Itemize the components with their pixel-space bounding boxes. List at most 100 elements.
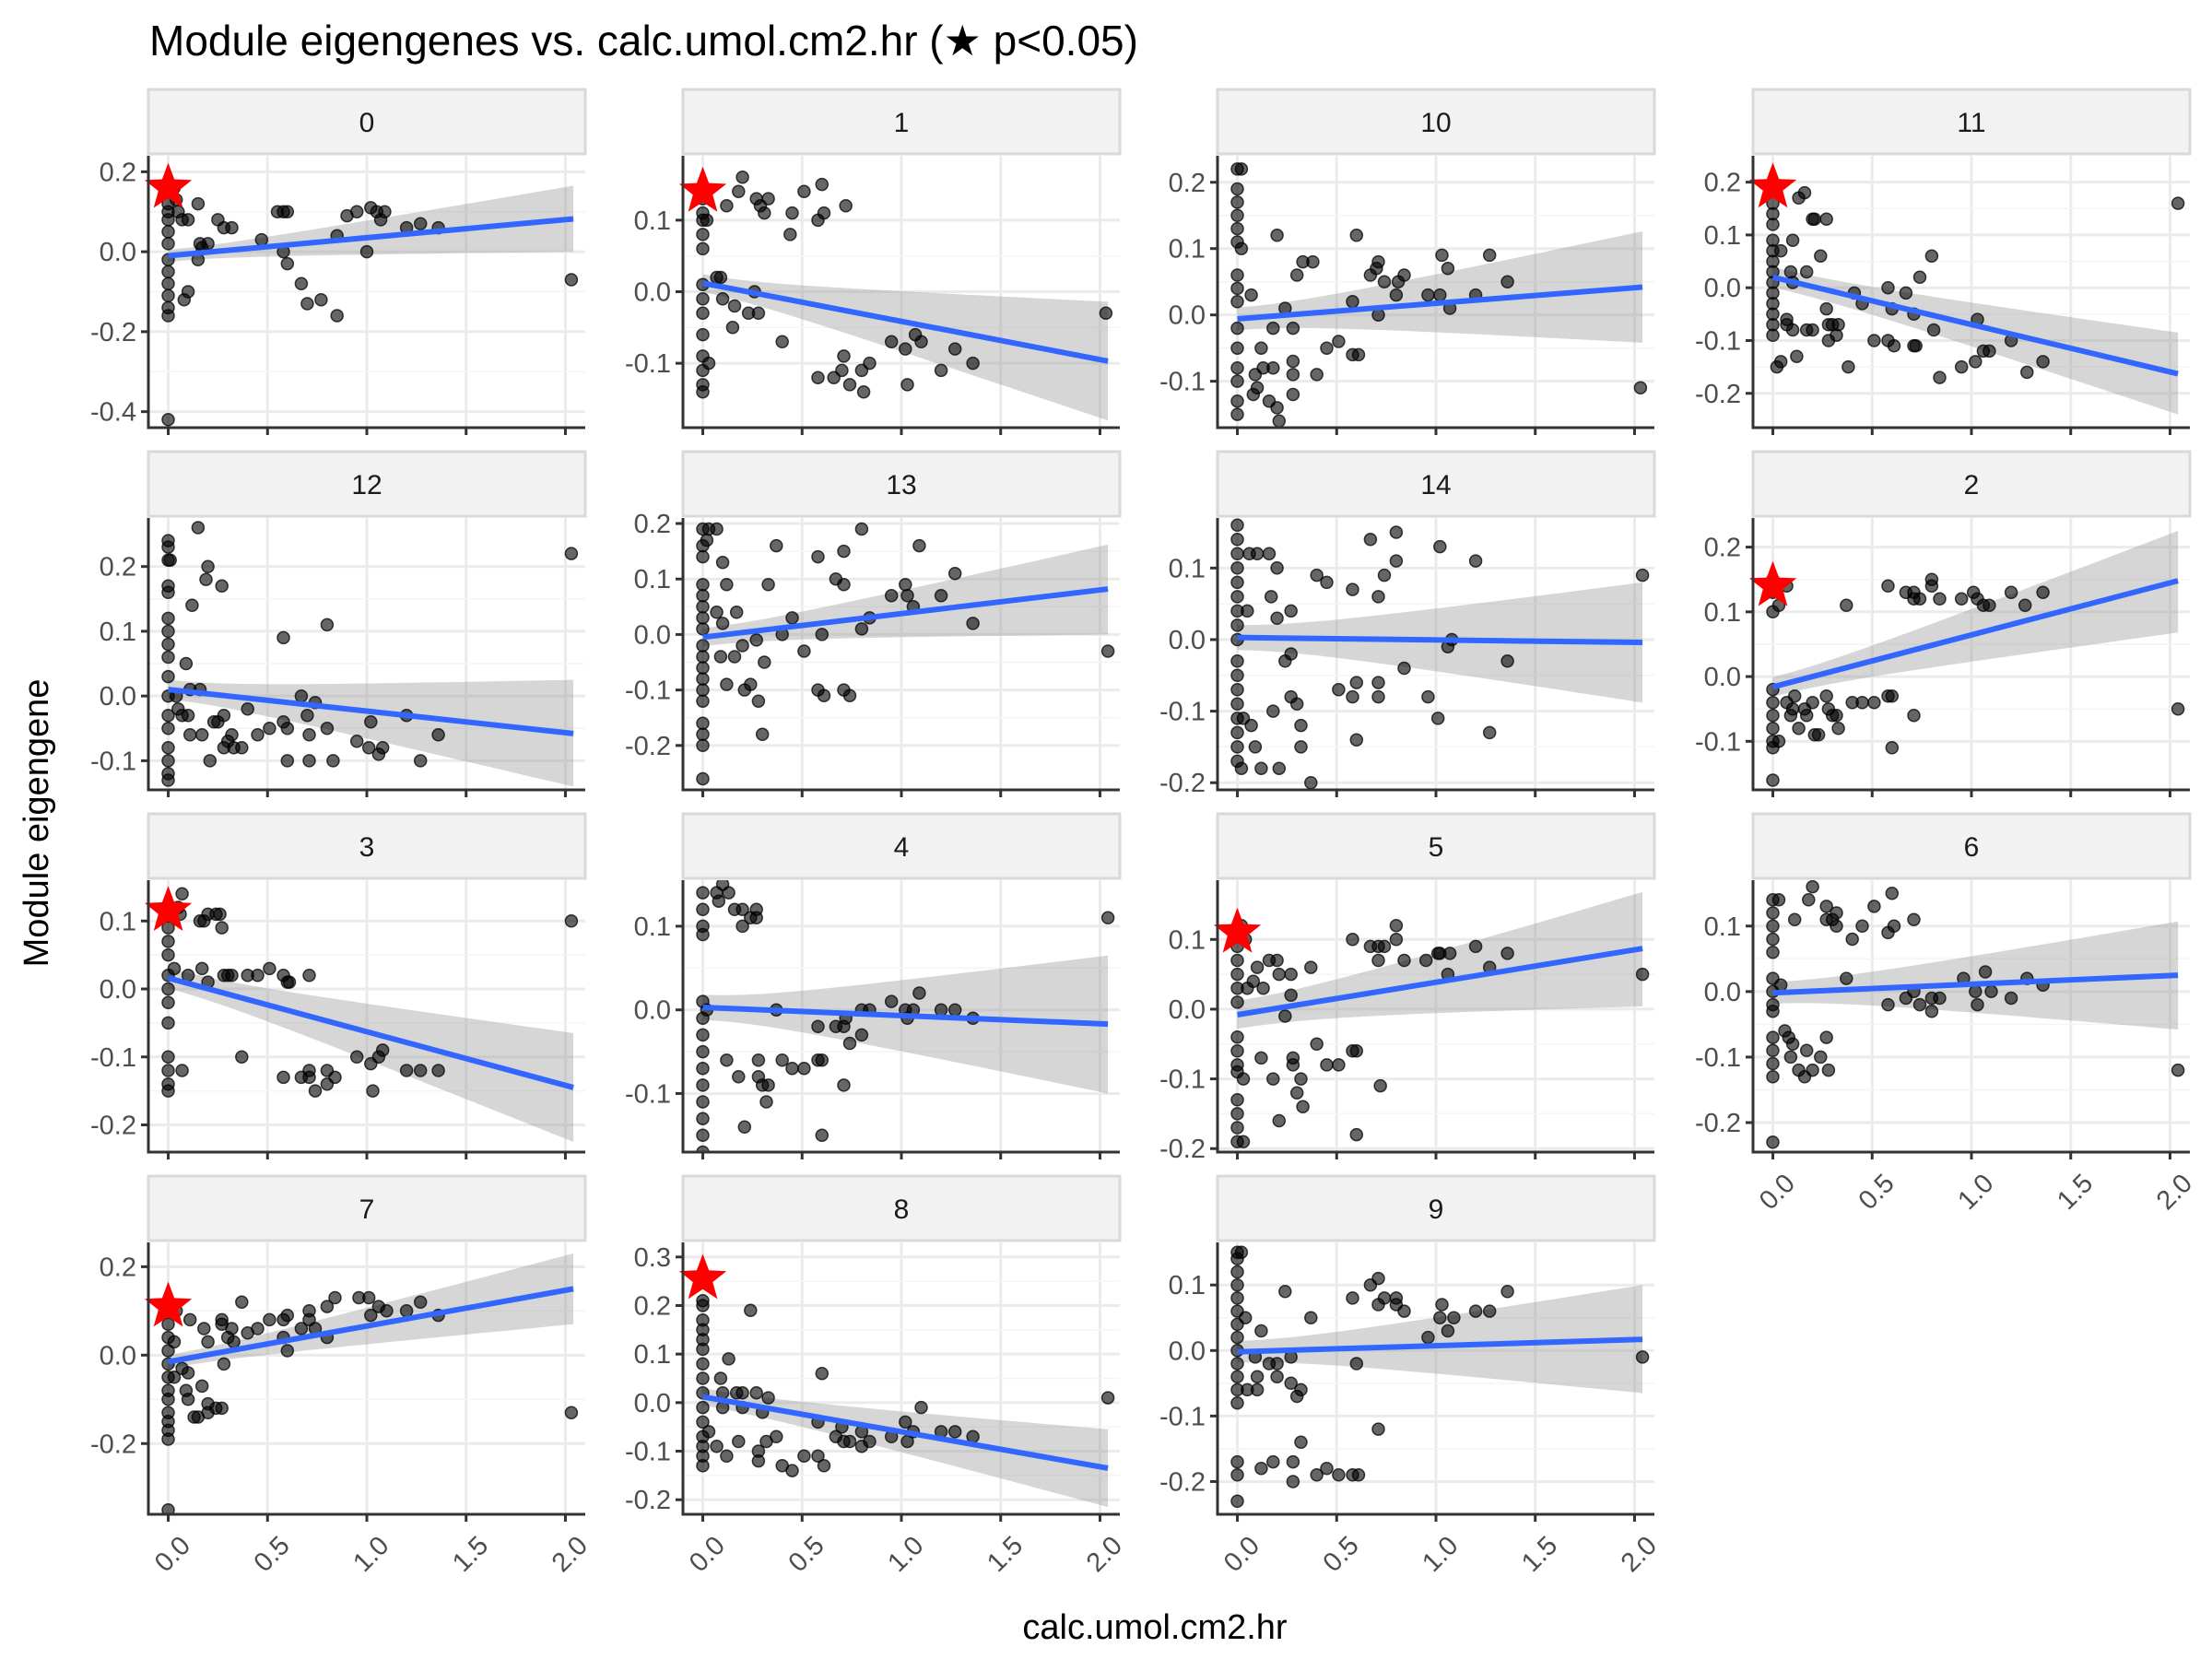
data-point [1433, 288, 1447, 302]
data-point [947, 566, 962, 581]
regression-line [168, 1286, 574, 1365]
data-point [1351, 1468, 1366, 1482]
y-tick-label: 0.0 [1169, 626, 1206, 655]
data-point [280, 205, 295, 218]
data-point [1286, 1475, 1300, 1488]
data-point [251, 1322, 265, 1335]
data-point [1349, 733, 1364, 747]
data-point [2036, 585, 2050, 600]
data-point [701, 356, 716, 371]
data-point [713, 1371, 728, 1385]
data-point [302, 728, 316, 742]
regression-line [1237, 1336, 1643, 1355]
data-point [696, 1357, 710, 1371]
data-point [320, 618, 335, 632]
confidence-ribbon [1772, 531, 2179, 697]
y-tick-label: 0.3 [634, 1243, 671, 1273]
data-point [1773, 243, 1788, 258]
data-point [735, 1386, 749, 1400]
regression-line [1237, 634, 1643, 646]
data-point [1371, 689, 1385, 704]
data-point [1389, 933, 1404, 947]
data-point [413, 754, 428, 768]
data-point [1969, 984, 1983, 999]
data-point [720, 1449, 734, 1464]
data-point [797, 1449, 811, 1464]
data-point [161, 947, 175, 962]
y-tick-label: 0.0 [634, 278, 671, 308]
data-point [2004, 585, 2018, 600]
facet-strip-label: 2 [1964, 470, 1980, 500]
y-tick-label: -0.2 [90, 1112, 136, 1141]
data-point [1867, 900, 1881, 913]
data-point [1867, 334, 1881, 347]
data-point [1250, 547, 1265, 561]
data-point [1270, 953, 1284, 968]
facet-panel-4: 4 -0.1 0.0 0.1 [625, 812, 1122, 1159]
y-tick-label: 0.0 [1704, 978, 1741, 1007]
data-point [308, 1084, 323, 1098]
x-tick-label: 1.0 [1952, 1169, 1999, 1216]
data-point [696, 228, 710, 241]
x-tick-label: 1.0 [882, 1531, 929, 1578]
data-point [280, 722, 295, 735]
facet-panel-2: 2 -0.1 0.0 0.1 0.2 [1695, 450, 2192, 797]
data-point [1766, 919, 1780, 934]
data-point [696, 694, 710, 708]
data-point [696, 672, 710, 686]
data-point [225, 969, 239, 982]
data-point [199, 572, 213, 586]
y-tick-label: -0.2 [1159, 769, 1206, 798]
data-point [1885, 886, 1900, 900]
data-point [751, 694, 766, 708]
data-point [715, 555, 730, 570]
data-point [1332, 1058, 1346, 1072]
data-point [280, 1344, 295, 1358]
x-tick-label: 0.5 [1853, 1169, 1900, 1216]
y-tick-label: -0.4 [90, 398, 136, 428]
facet-strip-label: 13 [886, 470, 916, 500]
data-point [696, 650, 710, 664]
data-point [1230, 195, 1244, 209]
data-point [1349, 1044, 1364, 1058]
data-point [1933, 991, 1947, 1006]
data-point [161, 611, 175, 626]
facet-panel-9: 9 -0.2 -0.1 0.0 0.1 0.0 0.5 1.0 1.5 2.0 [1159, 1174, 1663, 1578]
data-point [1230, 967, 1244, 982]
data-point [1332, 1468, 1346, 1482]
data-point [785, 206, 799, 220]
data-point [241, 701, 254, 716]
data-point [1819, 900, 1833, 913]
y-tick-label: 0.1 [1169, 925, 1206, 955]
data-point [1635, 568, 1650, 582]
data-point [842, 1036, 857, 1051]
data-point [263, 961, 276, 976]
data-point [1787, 688, 1802, 703]
data-point [854, 1028, 869, 1042]
data-point [1230, 1093, 1244, 1107]
data-point [934, 1003, 948, 1017]
facet-strip [147, 812, 587, 880]
data-point [1349, 229, 1364, 242]
data-point [761, 577, 775, 592]
data-point [1320, 1461, 1334, 1476]
panel-plot-area [696, 1293, 1115, 1508]
data-point [1482, 1304, 1497, 1318]
regression-line [702, 1004, 1109, 1028]
data-point [227, 1335, 241, 1349]
data-point [1286, 1454, 1300, 1469]
data-point [1266, 321, 1280, 335]
y-tick-label: 0.0 [100, 975, 136, 1005]
x-tick-label: 2.0 [547, 1531, 594, 1578]
data-point [1806, 695, 1819, 710]
data-point [811, 1019, 825, 1034]
data-point [181, 1393, 195, 1406]
y-tick-label: 0.2 [100, 1253, 136, 1282]
data-point [1397, 953, 1411, 968]
data-point [837, 1078, 851, 1092]
data-point [217, 1357, 231, 1371]
facet-panel-13: 13 -0.2 -0.1 0.0 0.1 0.2 [625, 450, 1122, 797]
data-point [1246, 974, 1261, 988]
panel-plot-area [1230, 1245, 1650, 1509]
data-point [1230, 533, 1244, 547]
